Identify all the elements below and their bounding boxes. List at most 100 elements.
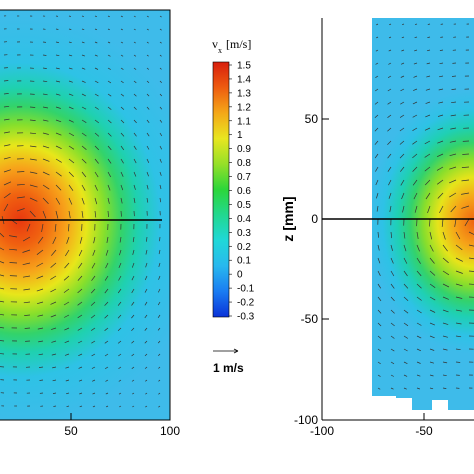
velocity-vector (424, 179, 431, 186)
velocity-vector (388, 62, 392, 65)
velocity-vector (389, 205, 392, 213)
velocity-vector (451, 75, 457, 77)
velocity-vector (442, 335, 448, 338)
velocity-vector (29, 171, 38, 174)
colorbar-label: 1.3 (237, 88, 251, 99)
velocity-vector (449, 179, 457, 184)
velocity-vector (107, 197, 110, 204)
velocity-vector (158, 249, 161, 255)
velocity-vector (94, 158, 99, 164)
velocity-vector (91, 327, 96, 331)
velocity-vector (52, 366, 57, 369)
colorbar-label: 1.4 (237, 74, 251, 85)
velocity-vector (416, 387, 421, 390)
velocity-vector (3, 131, 10, 134)
colorbar-label: 0.2 (237, 242, 251, 253)
velocity-vector (146, 145, 150, 150)
velocity-vector (51, 249, 57, 256)
velocity-vector (133, 145, 137, 150)
velocity-vector (436, 179, 444, 185)
velocity-vector (403, 270, 408, 277)
velocity-vector (120, 197, 123, 204)
velocity-vector (68, 93, 74, 96)
velocity-vector (468, 244, 474, 248)
velocity-vector (145, 405, 148, 408)
velocity-vector (390, 335, 395, 339)
velocity-vector (68, 80, 73, 83)
velocity-vector (461, 205, 470, 209)
velocity-vector (107, 80, 112, 84)
velocity-vector (94, 184, 98, 191)
velocity-vector (159, 15, 162, 18)
velocity-vector (416, 309, 422, 314)
velocity-vector (37, 327, 44, 330)
velocity-vector (159, 119, 163, 123)
velocity-vector (91, 275, 96, 281)
colorbar-label: -0.1 (237, 284, 255, 295)
velocity-vector (23, 301, 31, 304)
velocity-vector (159, 80, 162, 83)
velocity-vector (94, 171, 99, 178)
velocity-vector (403, 257, 408, 264)
velocity-vector (55, 119, 62, 123)
velocity-vector (120, 145, 125, 151)
velocity-vector (144, 275, 148, 281)
velocity-vector (455, 283, 463, 287)
velocity-vector (0, 232, 5, 238)
velocity-vector (464, 218, 470, 227)
velocity-vector (461, 166, 470, 168)
velocity-vector (159, 54, 162, 57)
velocity-vector (399, 140, 405, 145)
colorbar-label: -0.2 (237, 298, 255, 309)
velocity-vector (413, 88, 418, 91)
velocity-vector (468, 270, 474, 273)
velocity-vector (92, 405, 96, 408)
velocity-vector (104, 314, 109, 319)
velocity-vector (144, 314, 148, 319)
colorbar-title: vx [m/s] (212, 37, 251, 55)
velocity-vector (158, 379, 161, 382)
velocity-vector (23, 288, 31, 291)
velocity-vector (416, 283, 422, 289)
velocity-vector (104, 327, 109, 331)
velocity-vector (104, 353, 109, 357)
right-ytick-label-neg100: -100 (294, 413, 318, 427)
velocity-vector (455, 244, 463, 251)
velocity-vector (414, 36, 418, 39)
velocity-vector (81, 80, 86, 83)
velocity-vector (468, 257, 474, 260)
velocity-vector (375, 166, 379, 172)
velocity-vector (105, 262, 109, 269)
velocity-vector (39, 379, 44, 381)
velocity-vector (22, 236, 31, 242)
velocity-vector (450, 114, 457, 117)
velocity-vector (119, 249, 122, 256)
velocity-vector (389, 23, 392, 26)
velocity-vector (426, 62, 431, 65)
reference-vector-label: 1 m/s (213, 361, 244, 375)
velocity-vector (390, 296, 395, 302)
left-xtick-label-100: 100 (160, 424, 180, 438)
velocity-vector (107, 106, 112, 110)
velocity-vector (0, 247, 5, 251)
velocity-vector (120, 67, 124, 70)
velocity-vector (0, 353, 5, 355)
velocity-vector (29, 184, 38, 188)
velocity-vector (131, 340, 135, 344)
velocity-vector (145, 379, 148, 382)
velocity-vector (158, 275, 161, 280)
velocity-vector (401, 49, 405, 52)
velocity-vector (42, 171, 50, 176)
velocity-vector (38, 353, 44, 356)
velocity-vector (374, 127, 379, 132)
velocity-vector (451, 101, 457, 104)
velocity-vector (68, 171, 74, 178)
velocity-vector (94, 41, 98, 44)
velocity-vector (144, 340, 148, 344)
velocity-vector (81, 197, 85, 205)
right-field-background (372, 18, 474, 410)
velocity-vector (429, 335, 435, 339)
velocity-vector (374, 88, 379, 92)
right-ytick-label-0: 0 (311, 212, 318, 226)
velocity-vector (401, 192, 405, 200)
